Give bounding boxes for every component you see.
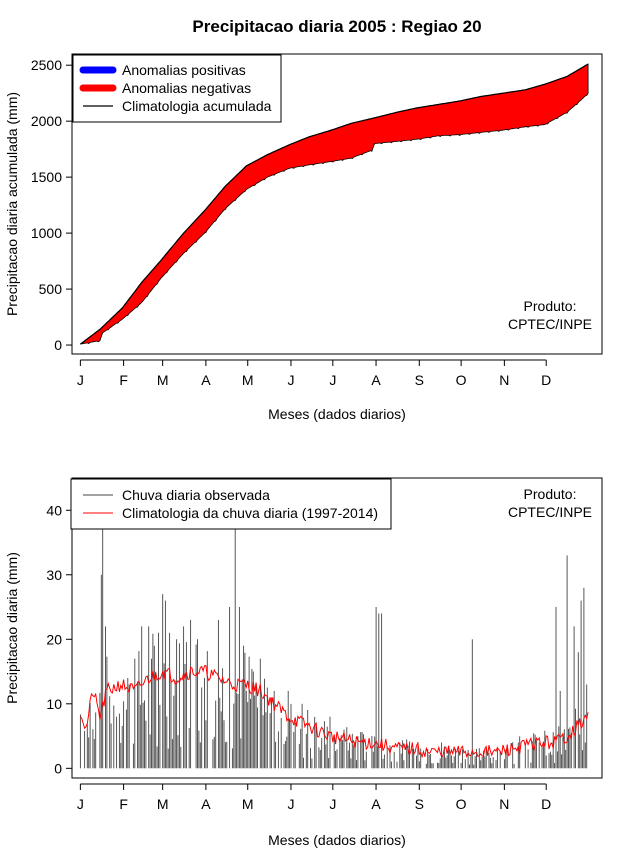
chart-title: Precipitacao diaria 2005 : Regiao 20	[192, 17, 481, 36]
top-y-tick-label-3: 1500	[31, 169, 62, 185]
top-x-tick-label-5: J	[287, 372, 294, 388]
bottom-y-tick-label-4: 40	[46, 502, 62, 518]
top-plot-frame	[71, 53, 603, 355]
observed-rain-bars	[79, 523, 588, 769]
top-x-tick-label-8: S	[415, 372, 424, 388]
top-x-tick-label-9: O	[456, 372, 467, 388]
legend-label-climatology: Climatologia acumulada	[122, 98, 272, 114]
bottom-x-tick-label-3: A	[201, 796, 211, 812]
bottom-x-tick-label-8: S	[415, 796, 424, 812]
climatology-cumulative-line	[80, 63, 589, 345]
bottom-y-tick-label-3: 30	[46, 567, 62, 583]
bottom-product-label: Produto:	[524, 486, 577, 502]
bottom-y-axis: 0 10 20 30 40	[46, 502, 72, 776]
top-x-tick-label-3: A	[201, 372, 211, 388]
top-y-tick-label-5: 2500	[31, 57, 62, 73]
bottom-x-tick-label-9: O	[456, 796, 467, 812]
top-y-axis-label: Precipitacao diaria acumulada (mm)	[4, 92, 20, 316]
top-legend: Anomalias positivas Anomalias negativas …	[72, 54, 282, 123]
bottom-legend: Chuva diaria observada Climatologia da c…	[70, 478, 392, 530]
top-y-axis: 0 500 1000 1500 2000 2500	[31, 57, 72, 353]
top-x-tick-label-10: N	[499, 372, 509, 388]
bottom-y-tick-label-1: 10	[46, 696, 62, 712]
top-x-tick-label-1: F	[119, 372, 128, 388]
top-product-source: CPTEC/INPE	[508, 316, 592, 332]
top-y-tick-label-4: 2000	[31, 113, 62, 129]
bottom-x-tick-label-6: J	[329, 796, 336, 812]
bottom-legend-box	[70, 478, 392, 530]
bottom-y-tick-label-0: 0	[54, 760, 62, 776]
legend-label-climatology-daily: Climatologia da chuva diaria (1997-2014)	[122, 505, 378, 521]
top-y-tick-label-2: 1000	[31, 225, 62, 241]
bottom-x-tick-label-0: J	[77, 796, 84, 812]
climatology-daily-line	[80, 665, 589, 759]
top-x-tick-label-7: A	[371, 372, 381, 388]
bottom-x-tick-label-1: F	[119, 796, 128, 812]
legend-label-observed: Chuva diaria observada	[122, 487, 270, 503]
top-y-tick-label-0: 0	[54, 337, 62, 353]
bottom-x-tick-label-11: D	[541, 796, 551, 812]
bottom-y-axis-label: Precipitacao diaria (mm)	[4, 552, 20, 704]
bottom-product-source: CPTEC/INPE	[508, 504, 592, 520]
bottom-x-tick-label-10: N	[499, 796, 509, 812]
top-x-tick-label-6: J	[329, 372, 336, 388]
top-x-tick-label-2: M	[157, 372, 169, 388]
legend-label-positive: Anomalias positivas	[122, 62, 246, 78]
bottom-x-tick-label-2: M	[157, 796, 169, 812]
top-product-label: Produto:	[524, 298, 577, 314]
bottom-x-tick-label-5: J	[287, 796, 294, 812]
top-x-tick-label-0: J	[77, 372, 84, 388]
bottom-x-tick-label-7: A	[371, 796, 381, 812]
bottom-plot-frame	[71, 477, 603, 779]
legend-label-negative: Anomalias negativas	[122, 80, 251, 96]
daily-chart: 0 10 20 30 40 J F M A M J J A S O N D Meses (dados diar…	[4, 477, 603, 848]
top-x-axis-label: Meses (dados diarios)	[268, 406, 406, 422]
bottom-x-axis-label: Meses (dados diarios)	[268, 832, 406, 848]
cumulative-chart: Precipitacao diaria 2005 : Regiao 20 0 50…	[4, 17, 603, 422]
bottom-y-tick-label-2: 20	[46, 631, 62, 647]
bottom-x-tick-label-4: M	[242, 796, 254, 812]
top-x-tick-label-4: M	[242, 372, 254, 388]
top-x-tick-label-11: D	[541, 372, 551, 388]
top-y-tick-label-1: 500	[39, 281, 63, 297]
